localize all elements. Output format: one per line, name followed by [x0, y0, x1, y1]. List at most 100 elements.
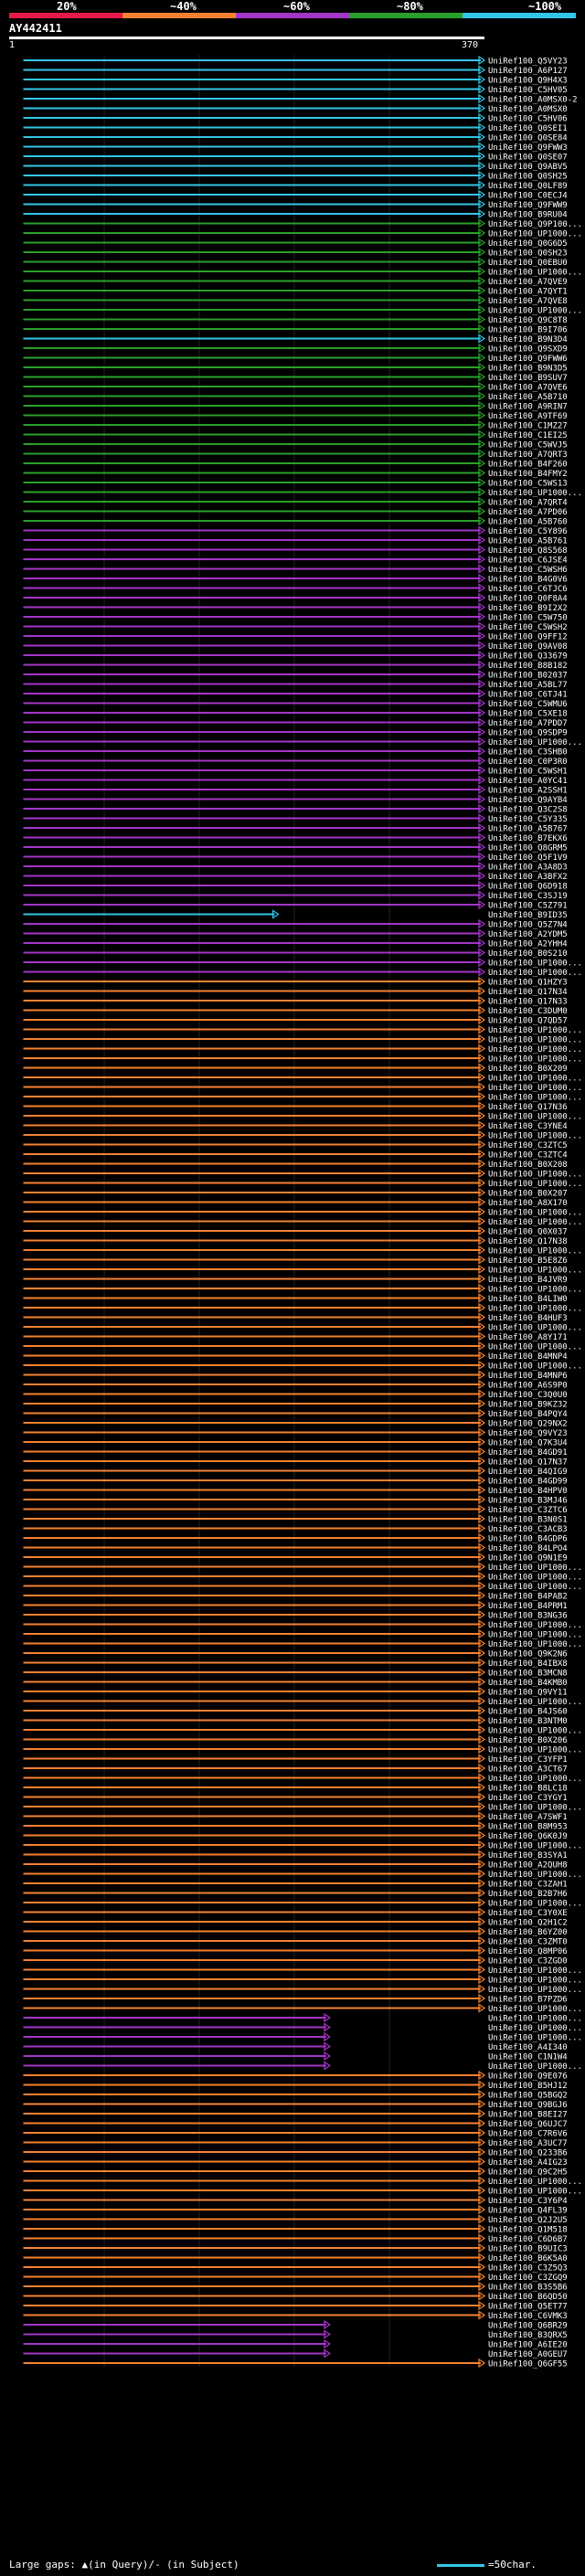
- hit-arrowhead: [478, 1110, 486, 1121]
- hit-arrowhead: [478, 1830, 486, 1840]
- hit-arrowhead: [478, 1571, 486, 1582]
- hit-arrowhead: [478, 170, 486, 181]
- hit-arrowhead: [478, 362, 486, 373]
- hit-label: UniRef100_Q17N37: [488, 1458, 568, 1468]
- hit-arrowhead: [478, 2300, 486, 2311]
- hit-arrowhead: [478, 1408, 486, 1418]
- hit-arrowhead: [478, 1436, 486, 1447]
- hit-label: UniRef100_C3YFP1: [488, 1755, 568, 1765]
- hit-label: UniRef100_Q9FWW9: [488, 201, 568, 210]
- hit-arrowhead: [478, 189, 486, 200]
- hit-label: UniRef100_B4LIW0: [488, 1295, 568, 1304]
- hit-label: UniRef100_B0S210: [488, 949, 568, 959]
- hit-arrowhead: [478, 1274, 486, 1284]
- hit-label: UniRef100_A0MSX0: [488, 105, 568, 114]
- hit-label: UniRef100_UP1000...: [488, 1267, 582, 1276]
- hit-arrowhead: [478, 1216, 486, 1226]
- hit-label: UniRef100_Q0SH25: [488, 173, 568, 182]
- hit-arrowhead: [478, 1302, 486, 1313]
- hit-arrowhead: [478, 822, 486, 833]
- hit-label: UniRef100_B3MJ46: [488, 1497, 568, 1506]
- hit-label: UniRef100_Q9FWW3: [488, 143, 568, 153]
- legend-scale-text: =50char.: [488, 2559, 537, 2571]
- hit-label: UniRef100_B4HUF3: [488, 1314, 568, 1323]
- hit-label: UniRef100_C3ZTC5: [488, 1141, 568, 1150]
- hit-arrowhead: [478, 2253, 486, 2263]
- hit-arrowhead: [324, 2041, 331, 2051]
- hit-arrowhead: [478, 1859, 486, 1870]
- hit-label: UniRef100_Q29NX2: [488, 1420, 568, 1429]
- hit-arrowhead: [478, 641, 486, 651]
- hit-label: UniRef100_UP1000...: [488, 230, 582, 239]
- hit-arrowhead: [478, 1379, 486, 1390]
- hit-label: UniRef100_Q233B6: [488, 2149, 568, 2158]
- hit-label: UniRef100_Q9C8T8: [488, 316, 568, 325]
- hit-label: UniRef100_Q8GRM5: [488, 844, 568, 853]
- hit-arrowhead: [478, 84, 486, 94]
- hit-label: UniRef100_Q0SH23: [488, 249, 568, 259]
- hit-arrowhead: [478, 391, 486, 401]
- hit-label: UniRef100_Q5VY23: [488, 58, 568, 67]
- hit-arrowhead: [478, 1724, 486, 1735]
- legend: Large gaps: ▲(in Query)/- (in Subject) =…: [0, 2555, 585, 2573]
- hit-arrowhead: [478, 1792, 486, 1802]
- hit-arrowhead: [478, 1187, 486, 1198]
- hit-arrowhead: [478, 928, 486, 938]
- hit-arrowhead: [478, 861, 486, 872]
- hit-arrowhead: [478, 611, 486, 622]
- hit-arrowhead: [478, 890, 486, 900]
- hit-label: UniRef100_UP1000...: [488, 1900, 582, 1909]
- hit-label: UniRef100_UP1000...: [488, 269, 582, 278]
- hit-label: UniRef100_UP1000...: [488, 1804, 582, 1813]
- hit-arrowhead: [478, 1370, 486, 1380]
- hit-arrowhead: [478, 986, 486, 996]
- hit-arrowhead: [478, 372, 486, 382]
- hit-arrowhead: [478, 1447, 486, 1457]
- hit-label: UniRef100_Q9VY11: [488, 1689, 568, 1698]
- hit-arrowhead: [478, 650, 486, 661]
- hit-arrowhead: [478, 554, 486, 565]
- hit-label: UniRef100_Q17N33: [488, 998, 568, 1007]
- hit-label: UniRef100_UP1000...: [488, 1775, 582, 1784]
- hit-arrowhead: [478, 1916, 486, 1927]
- hit-arrowhead: [478, 1600, 486, 1610]
- hit-arrowhead: [478, 583, 486, 593]
- hit-label: UniRef100_Q0EBU0: [488, 259, 568, 268]
- hit-label: UniRef100_B4GD99: [488, 1478, 568, 1487]
- hit-label: UniRef100_B0X207: [488, 1190, 568, 1199]
- scale-label-40: ~40%: [170, 0, 197, 13]
- hit-arrowhead: [478, 1129, 486, 1140]
- hit-arrowhead: [478, 803, 486, 814]
- hit-label: UniRef100_A3CT67: [488, 1765, 568, 1775]
- hit-arrowhead: [478, 2214, 486, 2224]
- hit-arrowhead: [478, 1485, 486, 1495]
- hit-arrowhead: [478, 323, 486, 334]
- hit-label: UniRef100_A0YC41: [488, 777, 568, 786]
- hit-label: UniRef100_B9ID35: [488, 911, 568, 920]
- hit-label: UniRef100_UP1000...: [488, 2062, 582, 2072]
- hit-arrowhead: [478, 515, 486, 526]
- hit-arrowhead: [478, 938, 486, 949]
- hit-arrowhead: [478, 55, 486, 66]
- identity-colorbar: [9, 13, 576, 18]
- hit-label: UniRef100_Q17N38: [488, 1237, 568, 1246]
- hit-arrowhead: [478, 995, 486, 1006]
- hit-arrowhead: [478, 976, 486, 987]
- hit-label: UniRef100_B8B182: [488, 662, 568, 671]
- hit-arrowhead: [478, 439, 486, 450]
- hit-arrowhead: [478, 2166, 486, 2177]
- hit-arrowhead: [478, 1005, 486, 1015]
- hit-label: UniRef100_B4PRM1: [488, 1602, 568, 1611]
- hit-arrowhead: [478, 429, 486, 440]
- hit-label: UniRef100_B8EI27: [488, 2111, 568, 2120]
- hit-label: UniRef100_C3Z5Q3: [488, 2264, 568, 2274]
- hit-arrowhead: [478, 832, 486, 843]
- hit-label: UniRef100_C5WSH6: [488, 566, 568, 575]
- hit-arrowhead: [478, 1264, 486, 1275]
- hit-label: UniRef100_C3ZTC4: [488, 1151, 568, 1161]
- hit-arrowhead: [478, 381, 486, 392]
- hit-label: UniRef100_C3YNE4: [488, 1122, 568, 1131]
- hit-arrowhead: [478, 1235, 486, 1246]
- hit-arrowhead: [478, 1494, 486, 1505]
- hit-label: UniRef100_B3SYA1: [488, 1851, 568, 1860]
